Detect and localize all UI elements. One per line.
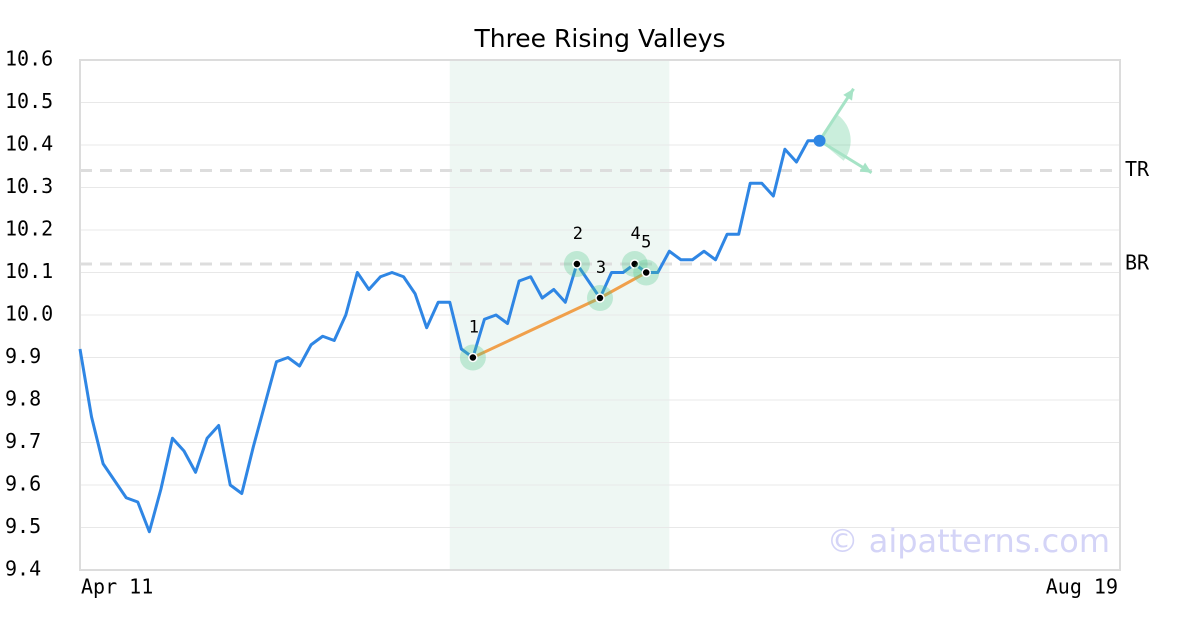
pattern-point bbox=[641, 267, 651, 278]
pattern-point bbox=[572, 259, 582, 269]
y-tick-label: 9.6 bbox=[5, 472, 41, 496]
pattern-label: 1 bbox=[469, 318, 479, 338]
y-tick-label: 10.0 bbox=[5, 302, 53, 326]
y-tick-label: 9.5 bbox=[5, 514, 41, 538]
direction-fan bbox=[819, 114, 851, 161]
plot-frame bbox=[79, 59, 1121, 571]
x-tick-label: Aug 19 bbox=[1046, 575, 1118, 599]
pattern-label: 3 bbox=[596, 258, 606, 278]
y-tick-label: 10.6 bbox=[5, 47, 53, 71]
pattern-label: 4 bbox=[631, 224, 641, 244]
y-tick-label: 9.7 bbox=[5, 429, 41, 453]
pattern-label: 2 bbox=[573, 224, 583, 244]
y-tick-label: 9.4 bbox=[5, 557, 41, 581]
x-tick-label: Apr 11 bbox=[81, 575, 153, 599]
pattern-point bbox=[595, 293, 605, 303]
pattern-point bbox=[629, 259, 640, 269]
y-tick-label: 10.4 bbox=[5, 132, 53, 156]
arrow-head bbox=[859, 162, 872, 173]
price-line bbox=[78, 139, 820, 534]
pattern-label: 5 bbox=[641, 233, 651, 253]
chart-title: Three Rising Valleys bbox=[473, 24, 725, 53]
level-label: BR bbox=[1125, 251, 1150, 275]
y-tick-label: 10.2 bbox=[5, 217, 53, 241]
arrow-head bbox=[843, 88, 854, 101]
y-tick-label: 9.9 bbox=[5, 344, 41, 368]
y-tick-label: 10.5 bbox=[5, 89, 53, 113]
y-tick-label: 9.8 bbox=[5, 387, 41, 411]
y-tick-label: 10.3 bbox=[5, 174, 53, 198]
last-point bbox=[813, 134, 826, 147]
level-label: TR bbox=[1125, 157, 1150, 181]
y-tick-label: 10.1 bbox=[5, 259, 53, 283]
watermark: © aipatterns.com bbox=[827, 522, 1110, 560]
pattern-point bbox=[468, 352, 478, 363]
